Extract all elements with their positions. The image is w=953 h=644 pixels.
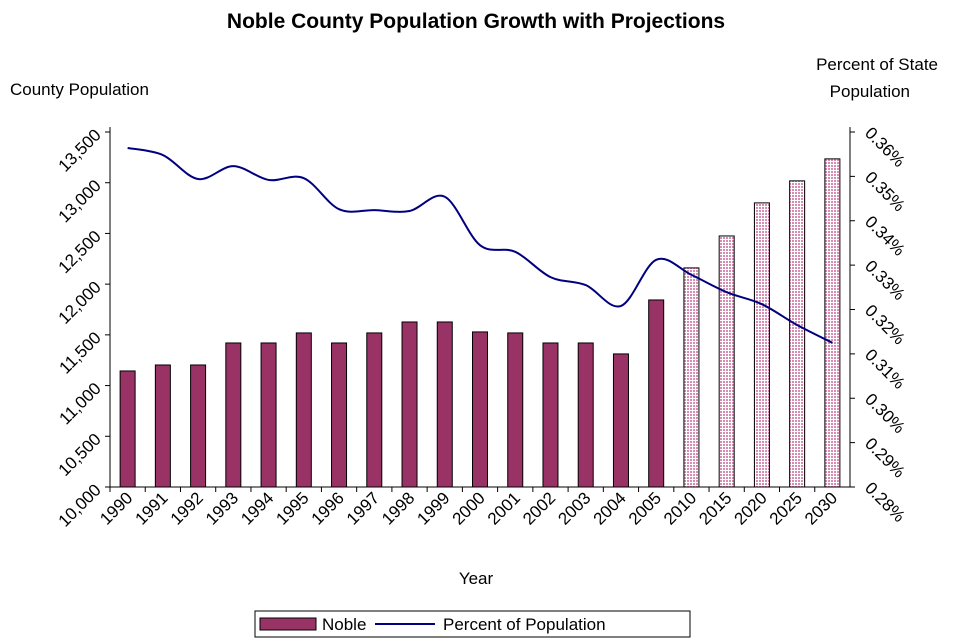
y-tick-label: 13,500 — [55, 125, 105, 175]
bar — [542, 342, 559, 488]
x-tick-label: 2025 — [766, 488, 806, 528]
bar — [154, 364, 171, 488]
y-tick-label: 13,000 — [55, 176, 105, 226]
legend-swatch — [259, 617, 317, 631]
y-tick-label: 11,500 — [56, 328, 105, 377]
x-tick-label: 2015 — [695, 488, 735, 528]
y2-tick-label: 0.31% — [861, 345, 909, 393]
x-tick-label: 1996 — [308, 488, 348, 528]
bar — [119, 370, 136, 488]
x-tick-label: 1999 — [413, 488, 453, 528]
y-axis-label: County Population — [10, 80, 149, 99]
x-tick-label: 1991 — [132, 488, 172, 528]
bar — [648, 299, 665, 488]
y2-tick-label: 0.28% — [861, 478, 909, 526]
line — [127, 146, 833, 344]
bar — [295, 332, 312, 488]
y2-axis-label: Percent of State — [816, 55, 938, 74]
bar — [401, 321, 418, 488]
x-tick-label: 2000 — [449, 488, 489, 528]
y-tick-label: 12,000 — [55, 278, 105, 328]
y2-tick-label: 0.32% — [861, 301, 909, 349]
x-tick-label: 1994 — [237, 488, 277, 528]
bar — [577, 342, 594, 488]
x-tick-label: 1998 — [378, 488, 418, 528]
x-tick-label: 2003 — [554, 488, 594, 528]
bar — [612, 353, 629, 488]
x-axis-label: Year — [459, 569, 494, 588]
x-tick-label: 2004 — [590, 488, 630, 528]
x-tick-label: 2010 — [660, 488, 700, 528]
bar — [507, 332, 524, 488]
x-tick-label: 2030 — [801, 488, 841, 528]
bar — [225, 342, 242, 488]
x-tick-label: 2002 — [519, 488, 559, 528]
x-tick-label: 1995 — [272, 488, 312, 528]
bar — [753, 202, 770, 488]
bar — [824, 158, 841, 488]
bar — [331, 342, 348, 488]
legend-box — [254, 610, 691, 638]
y2-tick-label: 0.34% — [861, 212, 909, 260]
bar — [472, 331, 488, 488]
legend-label: Noble — [322, 615, 366, 634]
y2-tick-label: 0.30% — [861, 390, 909, 438]
bar — [718, 235, 735, 488]
y-tick-label: 10,000 — [55, 480, 105, 530]
x-tick-label: 1993 — [202, 488, 242, 528]
y2-tick-label: 0.35% — [861, 168, 909, 216]
bar — [789, 180, 806, 488]
chart-title: Noble County Population Growth with Proj… — [227, 10, 725, 33]
x-tick-label: 1992 — [167, 488, 207, 528]
x-tick-label: 1997 — [343, 488, 383, 528]
x-tick-label: 2020 — [731, 488, 771, 528]
y2-axis-label: Population — [830, 82, 910, 101]
x-tick-label: 2001 — [484, 488, 524, 528]
bar — [190, 364, 207, 488]
bar — [436, 321, 453, 488]
legend-label: Percent of Population — [443, 615, 606, 634]
y-tick-label: 12,500 — [55, 227, 105, 277]
bar — [260, 342, 277, 488]
y-tick-label: 10,500 — [55, 430, 105, 480]
bar — [683, 267, 700, 488]
y2-tick-label: 0.33% — [861, 257, 909, 305]
x-tick-label: 2005 — [625, 488, 665, 528]
bar — [366, 332, 383, 488]
y2-tick-label: 0.36% — [861, 123, 909, 171]
y-tick-label: 11,000 — [56, 379, 105, 428]
y2-tick-label: 0.29% — [861, 434, 909, 482]
